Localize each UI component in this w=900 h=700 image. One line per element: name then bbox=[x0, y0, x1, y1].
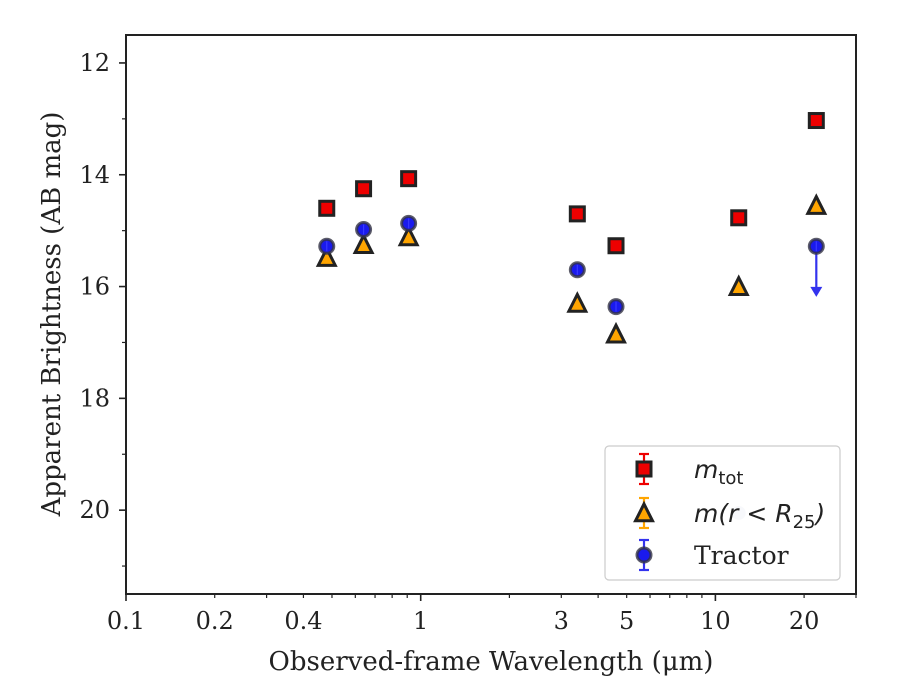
triangle-marker bbox=[566, 291, 589, 313]
legend-label-subscript: 25 bbox=[793, 512, 816, 533]
square-marker bbox=[355, 180, 373, 198]
legend-label: m(r < R25) bbox=[694, 499, 825, 533]
y-tick-label: 20 bbox=[79, 496, 110, 524]
legend-circle-marker bbox=[635, 546, 653, 564]
series-1 bbox=[318, 112, 825, 255]
legend-item-1: mtot bbox=[635, 452, 744, 489]
triangle-marker bbox=[315, 245, 338, 267]
triangle-marker bbox=[352, 232, 375, 255]
square-marker bbox=[607, 237, 625, 255]
plot-frame bbox=[125, 34, 857, 595]
x-tick-label: 10 bbox=[700, 607, 731, 635]
triangle-marker bbox=[727, 274, 750, 296]
square-marker bbox=[400, 170, 418, 188]
y-axis: 12 14 16 18 20 bbox=[79, 49, 126, 567]
legend-label: Tractor bbox=[694, 541, 789, 570]
square-marker bbox=[568, 205, 586, 223]
square-marker bbox=[730, 209, 748, 227]
x-axis: 0.1 0.2 0.4 1 3 5 10 20 bbox=[107, 594, 857, 635]
plot-area bbox=[125, 34, 857, 595]
y-tick-label: 16 bbox=[79, 273, 110, 301]
upper-limit-arrowhead bbox=[810, 286, 823, 297]
x-tick-label: 20 bbox=[789, 607, 820, 635]
triangle-marker bbox=[805, 193, 828, 215]
legend-square-marker bbox=[635, 460, 653, 478]
y-tick-label: 14 bbox=[79, 161, 110, 189]
legend-box bbox=[604, 445, 841, 581]
series-3 bbox=[318, 214, 825, 316]
triangle-marker bbox=[605, 321, 627, 344]
series-2 bbox=[315, 193, 828, 344]
y-axis-label: Apparent Brightness (AB mag) bbox=[37, 112, 67, 518]
triangle-marker bbox=[397, 224, 420, 247]
y-tick-label: 12 bbox=[79, 49, 110, 77]
square-marker bbox=[807, 112, 825, 130]
legend-label-subscript: tot bbox=[718, 468, 743, 489]
legend-triangle-marker bbox=[633, 500, 655, 523]
legend-label-end: ) bbox=[814, 499, 826, 528]
square-marker bbox=[318, 199, 336, 217]
x-tick-label: 0.4 bbox=[284, 607, 322, 635]
legend-label-main: m bbox=[694, 455, 718, 484]
x-tick-label: 1 bbox=[413, 607, 428, 635]
x-tick-label: 0.2 bbox=[196, 607, 234, 635]
legend-item-2: m(r < R25) bbox=[633, 496, 825, 533]
legend-label-main: m(r < R bbox=[694, 499, 793, 528]
x-tick-label: 0.1 bbox=[107, 607, 145, 635]
legend-item-3: Tractor bbox=[635, 538, 789, 572]
x-tick-label: 3 bbox=[554, 607, 569, 635]
x-axis-label: Observed-frame Wavelength (μm) bbox=[269, 647, 714, 677]
legend-label-main: Tractor bbox=[694, 541, 789, 570]
x-tick-label: 5 bbox=[619, 607, 634, 635]
legend-label: mtot bbox=[694, 455, 744, 489]
legend: mtot m(r < R25) Tractor bbox=[604, 445, 841, 581]
data-points bbox=[315, 112, 828, 520]
y-tick-label: 18 bbox=[79, 384, 110, 412]
